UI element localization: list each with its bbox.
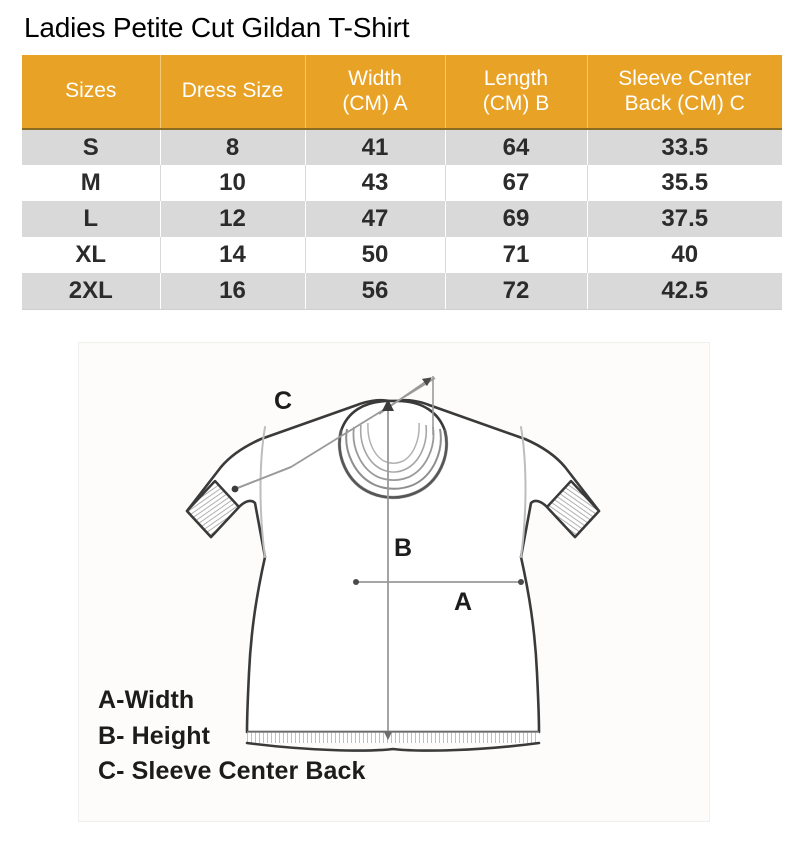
cell-dress-size: 8 [160, 129, 306, 165]
collar-rib-2 [352, 426, 435, 481]
collar-rib-1 [345, 428, 442, 490]
column-header-width-line1: Width [348, 66, 402, 90]
cell-dress-size: 10 [160, 165, 306, 201]
tshirt-diagram-svg: C B A [185, 376, 601, 752]
a-measure-left-dot [353, 579, 359, 585]
column-header-sleeve-center-back: Sleeve Center Back (CM) C [587, 55, 782, 130]
collar-rib-4 [367, 422, 420, 464]
collar-rib-3 [359, 424, 428, 473]
table-row: S 8 41 64 33.5 [22, 129, 782, 165]
hem-bottom-edge [245, 741, 541, 752]
hem-band [247, 732, 539, 743]
cell-width: 50 [305, 237, 446, 273]
cell-length: 69 [445, 201, 588, 237]
cell-length: 72 [445, 273, 588, 310]
table-body: S 8 41 64 33.5 M 10 43 67 35.5 L 12 47 6… [22, 129, 782, 310]
left-armhole-seam [259, 426, 266, 558]
cell-length: 71 [445, 237, 588, 273]
label-b: B [394, 534, 412, 562]
cell-sleeve-center-back: 42.5 [587, 273, 782, 310]
collar-shadow [337, 429, 449, 500]
right-armhole-seam [520, 426, 527, 558]
cell-length: 67 [445, 165, 588, 201]
cell-sleeve-center-back: 40 [587, 237, 782, 273]
table-row: 2XL 16 56 72 42.5 [22, 273, 782, 310]
cell-size: 2XL [22, 273, 161, 310]
dimension-lines [231, 376, 524, 740]
measurement-diagram-panel: C B A [78, 342, 710, 822]
column-header-dress-size-line1: Dress Size [181, 79, 284, 103]
column-header-length: Length (CM) B [445, 55, 588, 130]
page-title: Ladies Petite Cut Gildan T-Shirt [24, 12, 410, 43]
cell-sleeve-center-back: 33.5 [587, 129, 782, 165]
table-header-row: Sizes Dress Size Width (CM) A Length (CM… [22, 55, 782, 130]
table-row: M 10 43 67 35.5 [22, 165, 782, 201]
cell-length: 64 [445, 129, 588, 165]
legend-item-b: B- Height [98, 721, 210, 750]
a-measure-right-dot [518, 579, 524, 585]
column-header-dress-size: Dress Size [160, 55, 306, 130]
label-c: C [274, 387, 292, 415]
legend-item-a: A-Width [98, 686, 195, 714]
legend-item-c: C- Sleeve Center Back [98, 757, 366, 785]
cell-sleeve-center-back: 35.5 [587, 165, 782, 201]
measurement-legend: A-Width B- Height C- Sleeve Center Back [98, 683, 478, 790]
cell-size: S [22, 129, 161, 165]
size-chart-table: Sizes Dress Size Width (CM) A Length (CM… [22, 55, 782, 310]
tshirt-outline [185, 398, 601, 752]
cell-width: 56 [305, 273, 446, 310]
table-row: L 12 47 69 37.5 [22, 201, 782, 237]
cell-dress-size: 14 [160, 237, 306, 273]
cell-dress-size: 16 [160, 273, 306, 310]
table-header: Sizes Dress Size Width (CM) A Length (CM… [22, 55, 782, 130]
cell-width: 47 [305, 201, 446, 237]
cell-size: XL [22, 237, 161, 273]
cell-size: L [22, 201, 161, 237]
c-measure-start-dot [231, 485, 239, 493]
label-a: A [454, 588, 472, 616]
column-header-width: Width (CM) A [305, 55, 446, 130]
cell-dress-size: 12 [160, 201, 306, 237]
column-header-length-line2: (CM) B [482, 91, 550, 115]
column-header-sleeve-line1: Sleeve Center [618, 66, 752, 90]
cell-width: 43 [305, 165, 446, 201]
table-row: XL 14 50 71 40 [22, 237, 782, 273]
size-chart-table-container: Sizes Dress Size Width (CM) A Length (CM… [22, 55, 782, 310]
right-sleeve-cuff [545, 479, 601, 539]
b-measure-top-arrow [382, 399, 394, 411]
column-header-sizes-line1: Sizes [65, 79, 117, 103]
column-header-length-line1: Length [483, 66, 549, 90]
left-sleeve-cuff [185, 479, 241, 539]
cell-sleeve-center-back: 37.5 [587, 201, 782, 237]
column-header-sleeve-line2: Back (CM) C [624, 91, 745, 115]
cell-size: M [22, 165, 161, 201]
column-header-width-line2: (CM) A [342, 91, 408, 115]
cell-width: 41 [305, 129, 446, 165]
column-header-sizes: Sizes [22, 55, 161, 130]
